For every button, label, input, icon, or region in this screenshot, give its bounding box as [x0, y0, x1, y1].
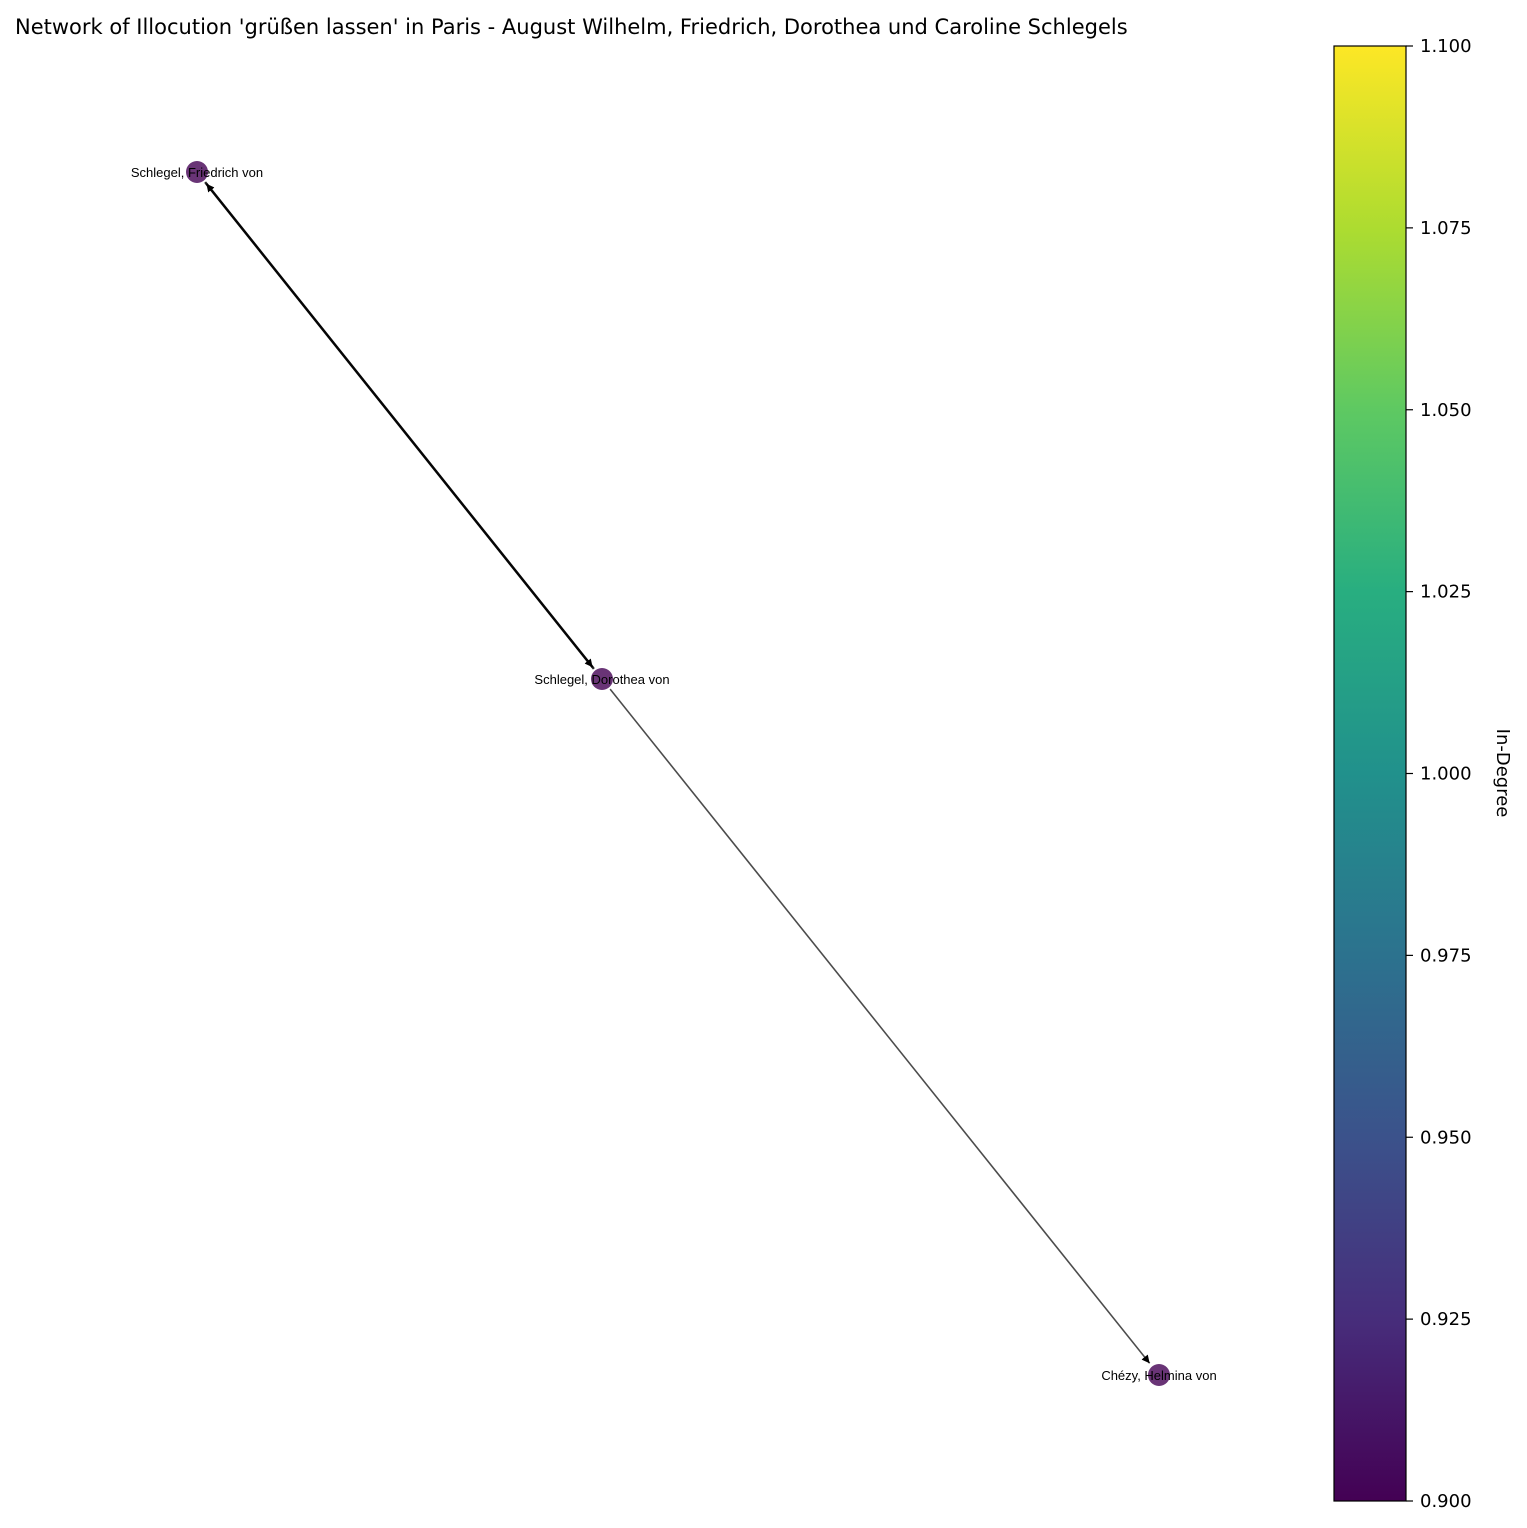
colorbar-tick-label: 1.000 — [1420, 764, 1472, 785]
colorbar-label: In-Degree — [1492, 729, 1513, 818]
nodes-layer — [186, 161, 1170, 1386]
edges-layer — [204, 181, 1151, 1364]
node-friedrich — [186, 161, 208, 183]
colorbar-gradient — [1333, 45, 1407, 1502]
node-chezy — [1148, 1364, 1170, 1386]
colorbar-tick-label: 1.075 — [1420, 218, 1472, 239]
node-labels-layer: Schlegel, Friedrich von Schlegel, Dorothe… — [131, 165, 1217, 1383]
node-label-chezy: Chézy, Helmina von — [1101, 1368, 1216, 1383]
colorbar-tick-label: 1.050 — [1420, 400, 1472, 421]
edge-friedrich-to-dorothea — [204, 181, 594, 669]
node-dorothea — [591, 668, 613, 690]
colorbar-tick-label: 0.975 — [1420, 945, 1472, 966]
colorbar-tick-label: 0.900 — [1420, 1491, 1472, 1512]
colorbar-tick-label: 1.100 — [1420, 36, 1472, 57]
edge-dorothea-to-chezy — [609, 688, 1151, 1364]
colorbar: 0.900 0.925 0.950 0.975 1.000 1.025 1.050 1.075… — [1333, 36, 1513, 1512]
colorbar-ticks: 0.900 0.925 0.950 0.975 1.000 1.025 1.050 1.075… — [1406, 36, 1472, 1512]
node-label-dorothea: Schlegel, Dorothea von — [534, 672, 669, 687]
colorbar-tick-label: 0.925 — [1420, 1309, 1472, 1330]
colorbar-tick-label: 0.950 — [1420, 1127, 1472, 1148]
colorbar-tick-label: 1.025 — [1420, 582, 1472, 603]
node-label-friedrich: Schlegel, Friedrich von — [131, 165, 263, 180]
chart-title: Network of Illocution 'grüßen lassen' in… — [15, 15, 1128, 39]
